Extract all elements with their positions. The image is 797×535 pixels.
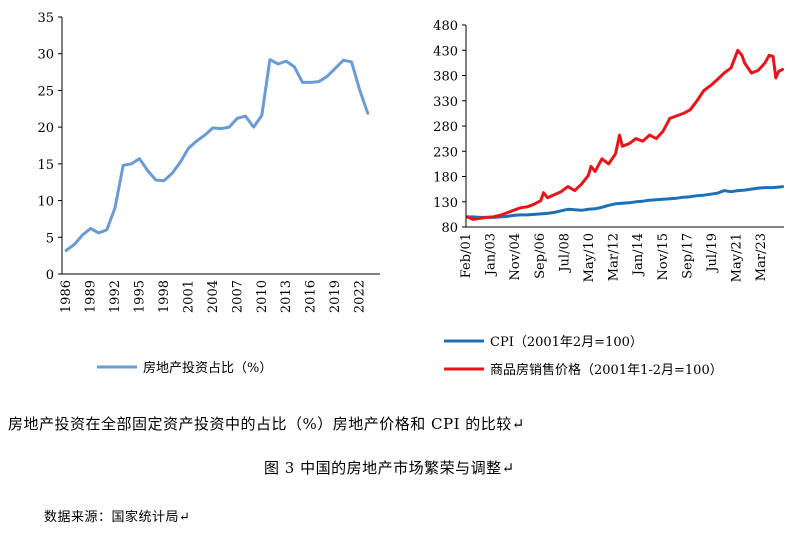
l-x-tick-label: 1995 [132,280,147,313]
l-x-tick: 2016 [304,280,319,313]
r-x-tick-label: Sep/17 [680,233,695,279]
r-legend-label-1: 商品房销售价格（2001年1-2月=100） [490,362,723,378]
r-x-tick: May/10 [582,233,597,282]
l-x-tick-label: 2019 [328,280,343,313]
l-legend-label-0: 房地产投资占比（%） [143,360,272,376]
r-y-tick-label: 80 [441,221,458,236]
r-x-tick: Feb/01 [459,233,474,278]
r-x-tick: Nov/15 [656,233,671,280]
r-x-tick-label: Nov/04 [508,233,523,280]
right-series-layer [465,48,785,221]
r-series-line-1 [465,48,785,221]
r-x-tick-label: Feb/01 [459,233,474,278]
l-y-tick-label: 20 [37,121,54,136]
l-x-tick: 2007 [230,280,245,313]
l-x-tick-label: 2010 [255,280,270,313]
r-x-tick-label: Jul/08 [557,233,572,274]
r-y-tick-label: 130 [433,196,458,211]
l-x-tick-label: 2022 [353,280,368,313]
r-x-tick: Jan/14 [631,233,646,277]
r-x-tick-label: Sep/06 [533,233,548,279]
left-axes [61,17,380,275]
r-x-tick-label: Mar/23 [754,233,769,281]
l-y-tick-label: 25 [37,84,54,99]
l-x-tick-label: 2004 [206,280,221,313]
r-y-tick-label: 180 [433,171,458,186]
right-legend: CPI（2001年2月=100） 商品房销售价格（2001年1-2月=100） [444,335,723,378]
right-x-axis-ticks: Feb/01 Jan/03 Nov/04 Sep/06 Jul/08 May/10 Mar/… [459,233,769,282]
l-x-tick-label: 1992 [108,280,123,313]
r-y-tick-label: 480 [433,19,458,34]
r-x-tick-label: May/21 [730,233,745,282]
l-y-tick-label: 35 [37,11,54,26]
r-x-tick: Mar/23 [754,233,769,281]
left-chart-investment-share: 0 5 10 15 20 25 30 35 1986 1989 1992 1995 1998 2001 2… [37,11,380,376]
l-x-tick-label: 1998 [157,280,172,313]
r-x-tick: Sep/06 [533,233,548,279]
l-y-tick-label: 0 [46,268,54,283]
r-y-tick-label: 380 [433,70,458,85]
r-x-tick-label: Mar/12 [607,233,622,281]
r-x-tick: Sep/17 [680,233,695,279]
l-y-tick-label: 10 [37,195,54,210]
l-x-tick: 1986 [59,280,74,313]
l-x-tick-label: 2013 [279,280,294,313]
left-y-axis-ticks: 0 5 10 15 20 25 30 35 [37,11,62,283]
left-series-layer [64,58,370,252]
r-x-tick: Jul/19 [705,233,720,274]
l-x-tick-label: 2001 [181,280,196,313]
l-x-tick-label: 1986 [59,280,74,313]
r-x-tick-label: May/10 [582,233,597,282]
l-x-tick: 1992 [108,280,123,313]
l-x-tick-label: 1989 [84,280,99,313]
r-x-tick-label: Jul/19 [705,233,720,274]
r-x-tick-label: Jan/03 [484,233,499,277]
left-legend: 房地产投资占比（%） [97,360,272,376]
right-axes [465,25,784,228]
l-x-tick: 1998 [157,280,172,313]
r-y-tick-label: 230 [433,145,458,160]
right-chart-price-vs-cpi: 80 130 180 230 280 330 380 430 480 Feb/01 Jan/03 N… [433,19,785,378]
left-x-axis-ticks: 1986 1989 1992 1995 1998 2001 2004 2007 2010 2013… [59,280,368,313]
r-series-line-0 [465,185,785,219]
l-y-tick-label: 5 [46,231,54,246]
l-x-tick: 2001 [181,280,196,313]
l-y-tick-label: 30 [37,48,54,63]
l-x-tick: 2022 [353,280,368,313]
r-x-tick: Mar/12 [607,233,622,281]
l-x-tick: 2013 [279,280,294,313]
r-x-tick-label: Nov/15 [656,233,671,280]
r-x-tick: Nov/04 [508,233,523,280]
l-x-tick: 2010 [255,280,270,313]
r-x-tick-label: Jan/14 [631,233,646,277]
l-x-tick: 1989 [84,280,99,313]
r-x-tick: Jul/08 [557,233,572,274]
r-legend-label-0: CPI（2001年2月=100） [490,335,643,350]
figure-caption: 图 3 中国的房地产市场繁荣与调整↵ [264,459,515,477]
data-source-note: 数据来源：国家统计局↵ [44,510,191,525]
l-x-tick: 2004 [206,280,221,313]
l-y-tick-label: 15 [37,158,54,173]
caption-line-1: 房地产投资在全部固定资产投资中的占比（%）房地产价格和 CPI 的比较↵ [8,415,525,433]
r-x-tick: Jan/03 [484,233,499,277]
l-x-tick-label: 2007 [230,280,245,313]
r-y-tick-label: 430 [433,44,458,59]
l-x-tick: 2019 [328,280,343,313]
r-y-tick-label: 280 [433,120,458,135]
l-series-line-0 [64,58,370,252]
l-x-tick: 1995 [132,280,147,313]
r-y-tick-label: 330 [433,95,458,110]
r-x-tick: May/21 [730,233,745,282]
right-y-axis-ticks: 80 130 180 230 280 330 380 430 480 [433,19,466,236]
l-x-tick-label: 2016 [304,280,319,313]
